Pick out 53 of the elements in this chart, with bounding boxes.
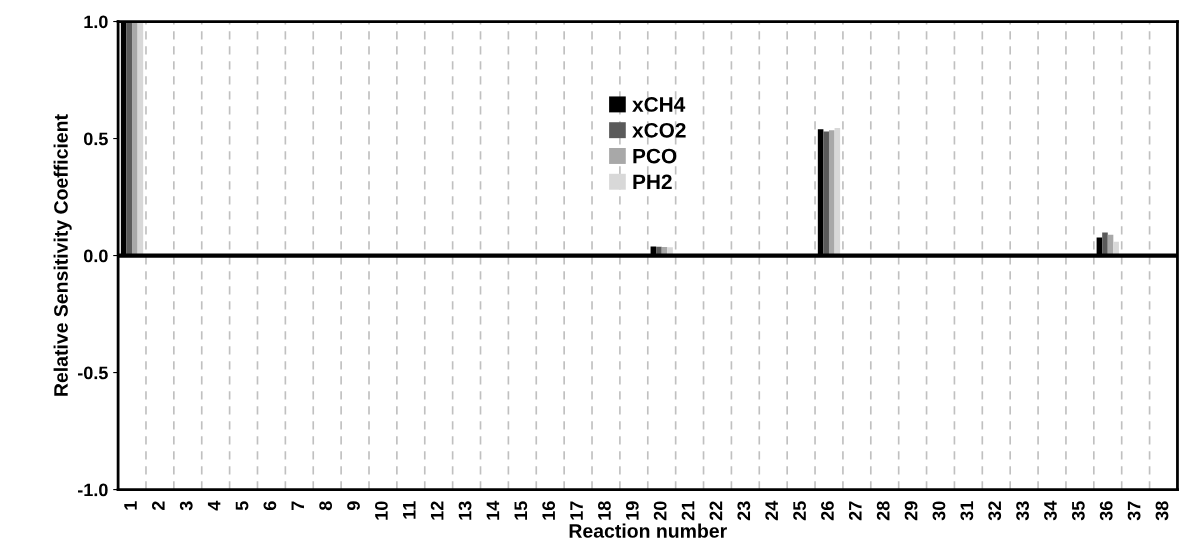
x-tick-label: 35 [1071, 501, 1085, 521]
bar [126, 21, 133, 256]
y-tick-label: -0.5 [77, 366, 108, 380]
x-tick-label: 12 [430, 501, 444, 520]
x-tick-label: 3 [179, 501, 193, 511]
x-tick-label: 36 [1099, 501, 1113, 521]
x-tick-label: 23 [737, 501, 751, 521]
legend-label: xCH4 [632, 97, 686, 112]
x-tick-label: 38 [1155, 501, 1169, 521]
bar [828, 130, 835, 256]
x-tick-label: 31 [960, 501, 974, 521]
x-tick-label: 7 [291, 501, 304, 510]
x-tick-label: 24 [765, 500, 778, 521]
x-tick-label: 29 [904, 501, 918, 521]
y-tick-label: 0.0 [83, 249, 108, 263]
bar [823, 131, 829, 256]
y-tick-label: -1.0 [77, 483, 108, 497]
bar [132, 21, 138, 256]
x-tick-label: 33 [1016, 501, 1029, 521]
legend-label: xCO2 [632, 122, 686, 138]
x-axis-title: Reaction number [569, 523, 727, 538]
x-tick-label: 13 [458, 501, 472, 520]
x-tick-label: 18 [598, 501, 611, 520]
x-tick-label: 4 [207, 500, 221, 511]
y-axis-title: Relative Sensitivity Coefficient [53, 114, 72, 396]
x-tick-label: 28 [876, 501, 890, 521]
x-tick-label: 10 [375, 501, 388, 520]
x-tick-label: 11 [403, 501, 416, 519]
x-tick-label: 17 [570, 501, 583, 520]
y-tick-label: 0.5 [83, 132, 108, 146]
x-tick-label: 19 [625, 501, 639, 520]
x-tick-label: 25 [793, 501, 806, 521]
x-tick-label: 22 [709, 501, 723, 521]
x-tick-label: 2 [151, 501, 165, 511]
x-tick-label: 37 [1127, 501, 1141, 521]
x-tick-label: 8 [319, 501, 333, 511]
x-tick-label: 9 [347, 501, 360, 511]
x-tick-label: 20 [653, 501, 667, 521]
x-tick-label: 6 [263, 501, 277, 511]
y-tick-label: 1.0 [84, 15, 108, 29]
x-tick-label: 26 [821, 501, 834, 521]
legend-label: PCO [633, 148, 677, 164]
x-tick-label: 30 [932, 501, 946, 521]
x-tick-label: 32 [988, 501, 1002, 521]
legend-label: PH2 [633, 174, 672, 189]
x-tick-label: 21 [681, 501, 695, 521]
x-tick-label: 15 [514, 501, 528, 520]
x-tick-label: 5 [235, 501, 249, 511]
x-tick-label: 34 [1044, 500, 1057, 521]
x-tick-label: 16 [542, 501, 556, 520]
x-tick-label: 14 [486, 500, 500, 520]
x-tick-label: 27 [848, 501, 862, 521]
x-tick-label: 1 [124, 501, 137, 510]
